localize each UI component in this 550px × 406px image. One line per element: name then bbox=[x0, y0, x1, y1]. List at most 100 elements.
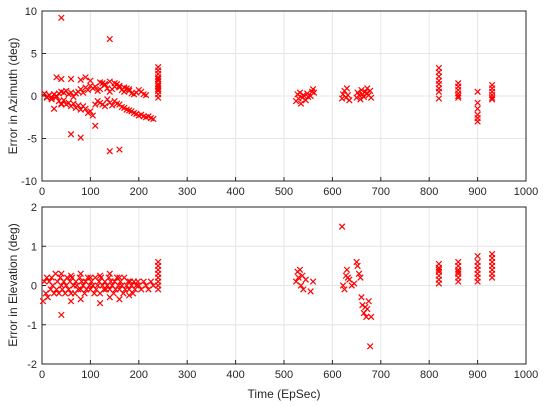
elevation-ytick-label: -1 bbox=[27, 320, 37, 332]
azimuth-data-point bbox=[435, 88, 443, 95]
elevation-data-point bbox=[358, 294, 365, 301]
elevation-ticks: 0 100 200 300 400 500 600 700 800 900 1000 -2 -1 0 1 2 bbox=[27, 202, 538, 381]
elevation-xtick-label: 500 bbox=[275, 369, 293, 381]
elevation-data-point bbox=[300, 286, 307, 293]
azimuth-data-point bbox=[154, 94, 162, 101]
elevation-data-point bbox=[343, 266, 351, 274]
elevation-xtick-label: 600 bbox=[323, 369, 341, 381]
elevation-data-point bbox=[125, 292, 133, 299]
azimuth-data-point bbox=[435, 95, 443, 102]
elevation-data-point bbox=[367, 313, 375, 321]
elevation-data-point bbox=[366, 343, 374, 350]
azimuth-data-point bbox=[62, 87, 70, 95]
elevation-data-point bbox=[43, 274, 51, 281]
elevation-xtick-label: 1000 bbox=[514, 369, 538, 381]
azimuth-data-point bbox=[111, 80, 118, 87]
elevation-data-point bbox=[53, 286, 60, 293]
azimuth-data-point bbox=[77, 85, 84, 93]
elevation-xtick-label: 200 bbox=[130, 369, 148, 381]
azimuth-plot: 0 100 200 300 400 500 600 700 800 900 1000 -10 -5 0 5 1… bbox=[6, 6, 538, 198]
elevation-data-point bbox=[488, 274, 496, 281]
elevation-markers bbox=[39, 223, 496, 350]
elevation-data-point bbox=[455, 268, 462, 275]
azimuth-data-point bbox=[106, 78, 113, 85]
azimuth-data-point bbox=[75, 102, 82, 109]
azimuth-data-point bbox=[343, 85, 351, 92]
elevation-data-point bbox=[154, 286, 162, 293]
elevation-data-point bbox=[137, 286, 145, 293]
azimuth-data-point bbox=[455, 92, 462, 100]
elevation-data-point bbox=[364, 305, 371, 313]
elevation-data-point bbox=[341, 286, 348, 293]
elevation-xtick-label: 0 bbox=[39, 369, 45, 381]
elevation-ytick-label: 1 bbox=[31, 241, 37, 253]
elevation-data-point bbox=[365, 297, 372, 305]
azimuth-data-point bbox=[104, 96, 111, 103]
elevation-data-point bbox=[96, 299, 104, 307]
azimuth-data-point bbox=[455, 94, 462, 101]
azimuth-data-point bbox=[70, 93, 77, 101]
azimuth-ytick-label: 5 bbox=[31, 49, 37, 61]
azimuth-data-point bbox=[82, 74, 89, 81]
azimuth-data-point bbox=[70, 100, 77, 107]
azimuth-data-point bbox=[154, 75, 162, 83]
elevation-ytick-label: 0 bbox=[31, 281, 37, 293]
azimuth-xtick-label: 800 bbox=[420, 186, 438, 198]
elevation-data-point bbox=[435, 280, 443, 287]
elevation-data-point bbox=[302, 276, 310, 283]
elevation-data-point bbox=[150, 282, 157, 289]
azimuth-data-point bbox=[310, 89, 318, 96]
elevation-data-point bbox=[145, 286, 152, 293]
azimuth-data-point bbox=[58, 100, 65, 107]
azimuth-data-point bbox=[474, 105, 481, 112]
elevation-data-point bbox=[292, 278, 300, 285]
elevation-xtick-label: 800 bbox=[420, 369, 438, 381]
azimuth-ylabel: Error in Azimuth (deg) bbox=[6, 38, 20, 155]
azimuth-xtick-label: 400 bbox=[226, 186, 244, 198]
elevation-data-point bbox=[52, 270, 59, 277]
azimuth-data-point bbox=[79, 89, 87, 96]
azimuth-data-point bbox=[474, 118, 481, 125]
elevation-data-point bbox=[307, 288, 314, 295]
elevation-data-point bbox=[297, 282, 305, 289]
elevation-data-point bbox=[354, 262, 361, 270]
elevation-data-point bbox=[296, 266, 304, 274]
azimuth-xtick-label: 600 bbox=[323, 186, 341, 198]
elevation-data-point bbox=[65, 286, 72, 293]
elevation-data-point bbox=[116, 296, 123, 303]
elevation-data-point bbox=[58, 270, 65, 277]
azimuth-data-point bbox=[77, 134, 84, 141]
elevation-data-point bbox=[58, 311, 65, 319]
elevation-data-point bbox=[350, 280, 358, 287]
azimuth-data-point bbox=[125, 85, 133, 93]
azimuth-data-point bbox=[116, 146, 123, 153]
elevation-data-point bbox=[338, 223, 346, 230]
elevation-data-point bbox=[135, 282, 143, 289]
elevation-data-point bbox=[120, 290, 127, 297]
azimuth-data-point bbox=[89, 112, 97, 119]
azimuth-data-point bbox=[67, 75, 75, 83]
elevation-data-point bbox=[363, 313, 370, 321]
elevation-data-point bbox=[42, 290, 50, 297]
elevation-data-point bbox=[116, 274, 123, 281]
azimuth-data-point bbox=[58, 101, 65, 108]
azimuth-data-point bbox=[77, 106, 84, 113]
elevation-data-point bbox=[474, 252, 481, 260]
azimuth-data-point bbox=[65, 99, 72, 107]
azimuth-data-point bbox=[53, 74, 60, 81]
azimuth-xtick-label: 900 bbox=[468, 186, 486, 198]
elevation-data-point bbox=[346, 276, 353, 283]
elevation-ylabel: Error in Elevation (deg) bbox=[6, 223, 20, 346]
azimuth-data-point bbox=[108, 102, 116, 109]
azimuth-xtick-label: 0 bbox=[39, 186, 45, 198]
elevation-data-point bbox=[96, 272, 104, 279]
azimuth-data-point bbox=[154, 63, 162, 71]
elevation-xtick-label: 900 bbox=[468, 369, 486, 381]
elevation-xtick-label: 700 bbox=[372, 369, 390, 381]
azimuth-xtick-label: 500 bbox=[275, 186, 293, 198]
azimuth-data-point bbox=[67, 131, 75, 138]
elevation-data-point bbox=[77, 296, 84, 303]
elevation-data-point bbox=[75, 286, 82, 293]
azimuth-xtick-label: 700 bbox=[372, 186, 390, 198]
azimuth-data-point bbox=[58, 14, 65, 22]
